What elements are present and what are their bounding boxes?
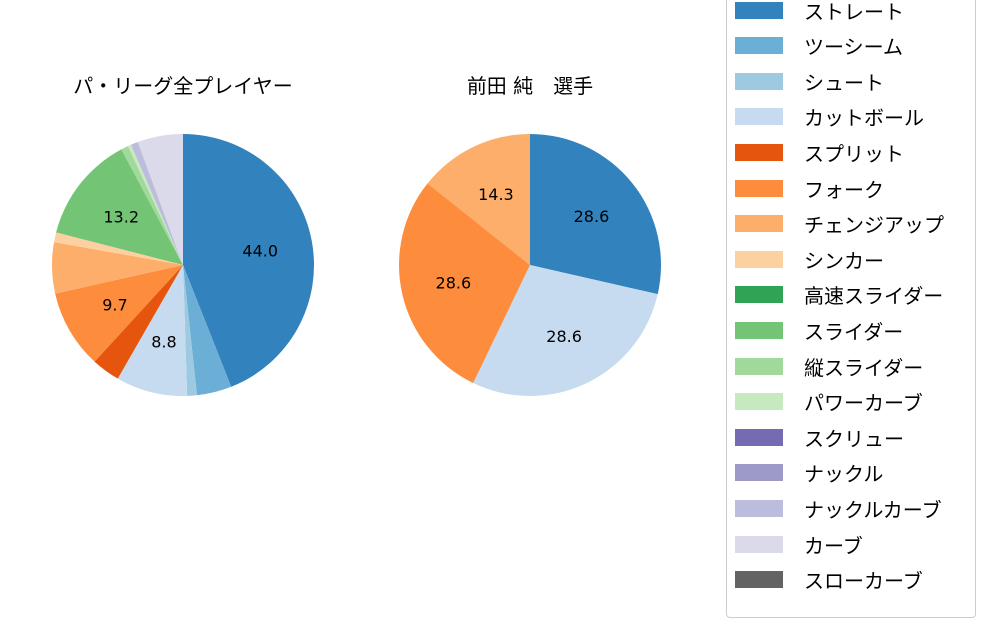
legend-label: カットボール — [804, 106, 924, 131]
pie-slice — [52, 242, 184, 294]
legend-item: フォーク — [735, 176, 884, 202]
pie-data-label: 28.6 — [546, 327, 582, 346]
legend-swatch — [735, 464, 783, 482]
legend-swatch — [735, 321, 783, 339]
pie-data-label: 9.7 — [102, 295, 127, 314]
legend-item: 縦スライダー — [735, 354, 924, 380]
pie-slice — [54, 232, 184, 265]
legend-item: ツーシーム — [735, 34, 903, 60]
legend-label: ツーシーム — [804, 35, 903, 60]
pie-slice — [473, 265, 658, 397]
pie-charts: 44.0 8.8 9.7 13.2 28.6 28.6 28.6 14.3 — [52, 134, 662, 397]
legend-label: スプリット — [804, 141, 904, 166]
legend-swatch — [735, 286, 783, 304]
legend-label: シンカー — [804, 248, 884, 273]
legend-label: シュート — [804, 70, 884, 95]
legend-swatch — [735, 37, 783, 55]
pie-data-label: 28.6 — [436, 273, 472, 292]
pie-slice — [399, 183, 530, 384]
pie-slice — [55, 265, 183, 362]
legend-label: スローカーブ — [804, 569, 923, 594]
legend-item: スプリット — [735, 140, 904, 166]
legend-item: カットボール — [735, 105, 924, 131]
pie-slice — [121, 146, 183, 265]
legend-label: ナックルカーブ — [804, 497, 942, 522]
legend-label: ストレート — [804, 0, 904, 24]
legend-item: スライダー — [735, 318, 904, 344]
legend-swatch — [735, 215, 783, 233]
legend-item: カーブ — [735, 532, 863, 558]
pie-slice — [183, 265, 197, 396]
pie-slice — [127, 144, 183, 265]
left-chart-title: パ・リーグ全プレイヤー — [73, 74, 293, 98]
pie-data-label: 8.8 — [151, 332, 176, 351]
legend-label: フォーク — [804, 177, 884, 202]
legend-item: スローカーブ — [735, 568, 923, 594]
legend-swatch — [735, 72, 783, 90]
legend-label: カーブ — [804, 533, 863, 558]
legend-item: 高速スライダー — [735, 283, 944, 309]
legend-item: シンカー — [735, 247, 884, 273]
legend-item: スクリュー — [735, 425, 904, 451]
legend-swatch — [735, 499, 783, 517]
legend-swatch — [735, 428, 783, 446]
pie-data-label: 44.0 — [242, 241, 278, 260]
pie-slice — [183, 134, 314, 387]
pie-slice — [94, 265, 183, 379]
legend-swatch — [735, 535, 783, 553]
legend-item: ナックルカーブ — [735, 496, 942, 522]
pie-slice — [56, 149, 184, 265]
legend-swatch — [735, 393, 783, 411]
legend-label: パワーカーブ — [804, 391, 923, 416]
pie-slice — [137, 134, 183, 265]
legend-item: パワーカーブ — [735, 390, 923, 416]
legend-label: スライダー — [804, 319, 904, 344]
pie-data-label: 13.2 — [103, 207, 139, 226]
pie-slice — [130, 142, 183, 265]
legend-swatch — [735, 571, 783, 589]
player-pie-chart: 28.6 28.6 28.6 14.3 — [399, 134, 662, 397]
pie-data-label: 28.6 — [574, 207, 610, 226]
legend-swatch — [735, 250, 783, 268]
right-chart-title: 前田 純 選手 — [466, 74, 594, 98]
pie-data-label: 14.3 — [478, 185, 514, 204]
legend-item: シュート — [735, 69, 884, 95]
legend-label: 縦スライダー — [804, 355, 924, 380]
league-pie-chart: 44.0 8.8 9.7 13.2 — [52, 134, 314, 396]
legend: ストレートツーシームシュートカットボール スプリットフォークチェンジアップ シンカー… — [726, 0, 976, 618]
legend-swatch — [735, 143, 783, 161]
pie-slice — [530, 134, 662, 295]
legend-item: ナックル — [735, 461, 884, 487]
legend-swatch — [735, 108, 783, 126]
legend-label: チェンジアップ — [804, 213, 944, 238]
legend-swatch — [735, 179, 783, 197]
legend-label: スクリュー — [804, 426, 904, 451]
legend-swatch — [735, 357, 783, 375]
legend-swatch — [735, 1, 783, 19]
legend-item: ストレート — [735, 0, 904, 24]
legend-item: チェンジアップ — [735, 212, 944, 238]
legend-label: ナックル — [804, 462, 884, 487]
pie-slice — [117, 265, 188, 396]
pie-slice — [427, 134, 530, 265]
legend-label: 高速スライダー — [804, 284, 944, 309]
pie-slice — [183, 265, 232, 396]
